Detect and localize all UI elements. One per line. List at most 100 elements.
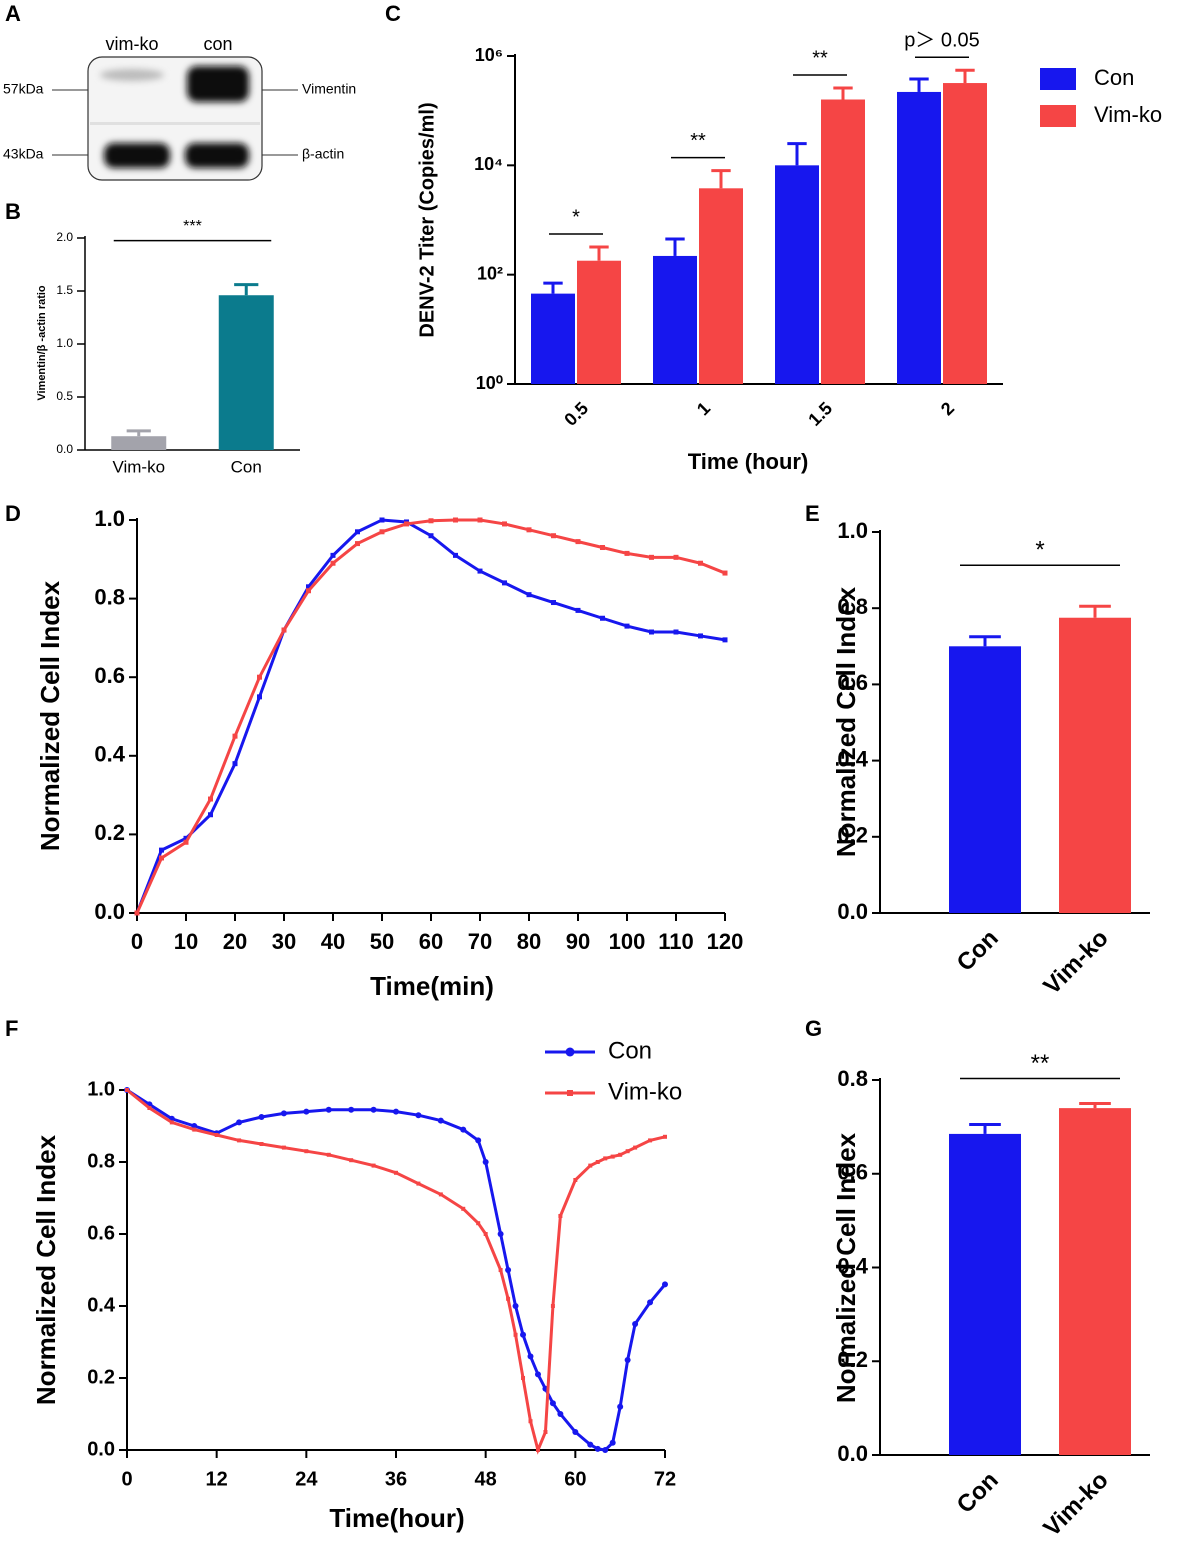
x-tick-label: 1: [693, 398, 714, 419]
y-tick-label: 0.0: [837, 1441, 868, 1466]
marker: [624, 623, 630, 629]
line: [135, 518, 726, 914]
bar: [949, 646, 1021, 913]
x-tick-label: Vim-ko: [1038, 925, 1113, 1000]
legend-label: Vim-ko: [1094, 102, 1162, 127]
lane-label: vim-ko: [106, 34, 159, 54]
marker: [512, 1303, 519, 1309]
marker: [348, 1106, 355, 1113]
lane-label: con: [203, 34, 232, 54]
y-axis-label: Vimentin/β -actin ratio: [36, 285, 48, 401]
x-tick-label: 0: [131, 929, 143, 954]
x-tick-label: 10: [174, 929, 198, 954]
protein-label: Vimentin: [302, 81, 356, 97]
marker: [618, 1152, 623, 1157]
marker: [609, 1439, 616, 1446]
marker: [698, 633, 703, 639]
marker: [475, 1137, 482, 1144]
marker: [603, 1156, 608, 1161]
x-tick-label: 1.5: [804, 398, 836, 430]
marker: [535, 1448, 540, 1452]
panel-label: F: [5, 1016, 18, 1041]
y-axis-label: DENV-2 Titer (Copies/ml): [416, 102, 438, 337]
y-tick-label: 10⁰: [476, 373, 503, 393]
marker: [594, 1445, 601, 1452]
bar: [1059, 617, 1131, 913]
marker: [673, 629, 679, 635]
marker: [567, 1090, 573, 1096]
marker: [543, 1430, 548, 1434]
bar: [775, 165, 819, 384]
marker: [632, 1321, 639, 1327]
significance-label: *: [1035, 537, 1044, 564]
marker: [587, 1441, 594, 1448]
x-axis-label: Time(hour): [329, 1503, 464, 1533]
x-tick-label: 80: [517, 929, 541, 954]
marker: [371, 1163, 376, 1168]
x-tick-label: 48: [475, 1468, 497, 1490]
x-axis-label: Time (hour): [688, 449, 809, 474]
marker: [698, 560, 703, 566]
line: [135, 518, 726, 914]
marker: [147, 1106, 152, 1110]
significance-label: p＞ 0.05: [904, 29, 980, 51]
marker: [498, 1268, 503, 1272]
x-tick-label: 70: [468, 929, 492, 954]
x-tick-label: 60: [419, 929, 443, 954]
marker: [588, 1163, 593, 1168]
marker: [502, 580, 507, 586]
y-axis-label: Normalized Cell Index: [831, 586, 861, 857]
marker: [208, 796, 213, 802]
marker: [460, 1126, 467, 1133]
marker: [526, 592, 532, 598]
x-axis-label: Time(min): [370, 971, 494, 1001]
y-tick-label: 0.8: [837, 594, 868, 619]
y-tick-label: 0.6: [87, 1222, 115, 1244]
marker: [355, 529, 360, 535]
marker: [551, 533, 556, 539]
marker: [280, 1110, 287, 1117]
marker: [330, 552, 336, 558]
x-tick-label: 30: [272, 929, 296, 954]
marker: [534, 1371, 541, 1378]
marker: [257, 674, 262, 680]
y-tick-label: 0.2: [837, 823, 868, 848]
marker: [393, 1108, 399, 1115]
legend-label: Con: [608, 1037, 652, 1064]
panel-label: C: [385, 1, 401, 26]
y-tick-label: 0.0: [56, 442, 73, 456]
marker: [595, 1160, 600, 1164]
marker: [428, 518, 434, 524]
x-tick-label: Vim-ko: [1038, 1467, 1113, 1542]
marker: [673, 554, 679, 560]
blot-divider: [90, 122, 260, 125]
marker: [394, 1170, 398, 1175]
x-tick-label: 12: [206, 1468, 228, 1490]
significance-label: **: [812, 47, 828, 69]
marker: [647, 1299, 654, 1306]
marker: [600, 545, 605, 551]
x-tick-label: 72: [654, 1468, 676, 1490]
marker: [476, 1221, 481, 1226]
x-tick-label: 120: [707, 929, 744, 954]
x-tick-label: 40: [321, 929, 345, 954]
y-tick-label: 0.4: [837, 746, 868, 771]
y-tick-label: 0.0: [87, 1438, 115, 1460]
y-tick-label: 0.8: [94, 584, 125, 609]
marker: [527, 1353, 534, 1360]
marker: [497, 1231, 504, 1237]
x-tick-label: 100: [609, 929, 646, 954]
bar: [949, 1133, 1021, 1455]
marker: [379, 529, 385, 535]
marker: [125, 1088, 129, 1092]
bar: [821, 99, 865, 384]
marker: [557, 1411, 564, 1417]
y-tick-label: 0.8: [837, 1066, 868, 1091]
blot-panel: A vim-ko con 57kDa 43kDa Vimentin β-acti…: [3, 1, 356, 181]
y-axis-label: Normalized Cell Index: [831, 1132, 861, 1403]
y-tick-label: 0.4: [94, 742, 125, 767]
x-tick-label: 110: [658, 929, 694, 954]
y-tick-label: 0.2: [837, 1347, 868, 1372]
marker: [558, 1214, 563, 1218]
marker: [134, 910, 140, 916]
